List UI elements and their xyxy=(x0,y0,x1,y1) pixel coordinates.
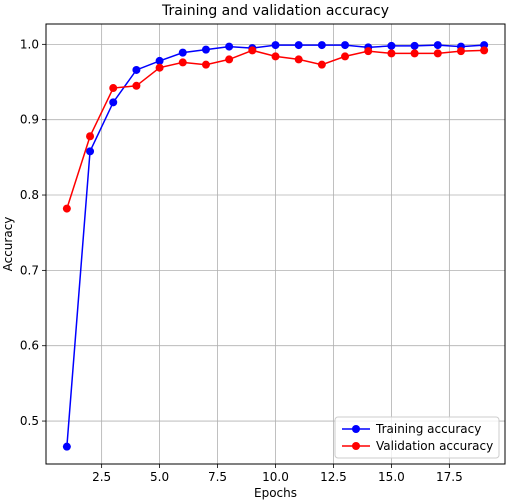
data-point-training xyxy=(178,48,187,57)
y-tick-label: 0.8 xyxy=(20,188,39,202)
x-tick-label: 15.0 xyxy=(378,470,405,484)
data-point-validation xyxy=(201,60,210,69)
x-tick-label: 2.5 xyxy=(92,470,111,484)
y-tick-label: 0.7 xyxy=(20,263,39,277)
legend-label-training: Training accuracy xyxy=(375,422,481,436)
data-point-validation xyxy=(225,55,234,64)
data-point-validation xyxy=(387,49,396,58)
data-point-training xyxy=(271,41,280,50)
data-point-validation xyxy=(364,47,373,56)
data-point-validation xyxy=(155,63,164,72)
data-point-validation xyxy=(480,46,489,55)
y-tick-label: 0.5 xyxy=(20,414,39,428)
data-point-training xyxy=(341,41,350,50)
data-point-validation xyxy=(86,132,95,141)
x-tick-label: 12.5 xyxy=(320,470,347,484)
tick-layer: 2.5 5.0 7.5 10.0 12.5 15.0 17.5 0.5 0.6 0.7 0.8 0.9… xyxy=(20,37,463,484)
data-point-training xyxy=(225,42,234,51)
x-tick-label: 10.0 xyxy=(262,470,289,484)
grid-layer xyxy=(46,24,505,464)
y-tick-label: 1.0 xyxy=(20,37,39,51)
chart-title: Training and validation accuracy xyxy=(161,3,389,19)
data-point-validation xyxy=(178,58,187,67)
x-axis-label: Epochs xyxy=(254,486,297,500)
series-layer xyxy=(62,41,489,451)
x-tick-label: 7.5 xyxy=(208,470,227,484)
data-point-training xyxy=(132,65,141,74)
data-point-validation xyxy=(271,52,280,61)
data-point-validation xyxy=(294,55,303,64)
data-point-training xyxy=(201,45,210,54)
data-point-validation xyxy=(341,52,350,61)
y-tick-label: 0.9 xyxy=(20,113,39,127)
legend: Training accuracy Validation accuracy xyxy=(334,416,500,459)
data-point-validation xyxy=(317,60,326,69)
data-point-training xyxy=(433,41,442,50)
legend-box xyxy=(334,416,500,459)
data-point-training xyxy=(109,98,118,107)
data-point-validation xyxy=(109,84,118,93)
data-point-training xyxy=(155,56,164,65)
data-point-training xyxy=(294,41,303,50)
data-point-validation xyxy=(248,46,257,55)
y-axis-label: Accuracy xyxy=(1,217,15,272)
y-tick-label: 0.6 xyxy=(20,339,39,353)
x-tick-label: 5.0 xyxy=(150,470,169,484)
data-point-training xyxy=(317,41,326,50)
x-tick-label: 17.5 xyxy=(436,470,463,484)
data-point-training xyxy=(410,41,419,50)
data-point-validation xyxy=(433,49,442,58)
data-point-validation xyxy=(410,49,419,58)
legend-marker-validation xyxy=(352,442,360,450)
data-point-training xyxy=(387,41,396,50)
legend-marker-training xyxy=(352,425,360,433)
data-point-training xyxy=(86,147,95,156)
legend-label-validation: Validation accuracy xyxy=(376,439,493,453)
data-point-validation xyxy=(62,204,71,213)
data-point-validation xyxy=(456,47,465,56)
data-point-training xyxy=(62,442,71,451)
data-point-validation xyxy=(132,81,141,90)
